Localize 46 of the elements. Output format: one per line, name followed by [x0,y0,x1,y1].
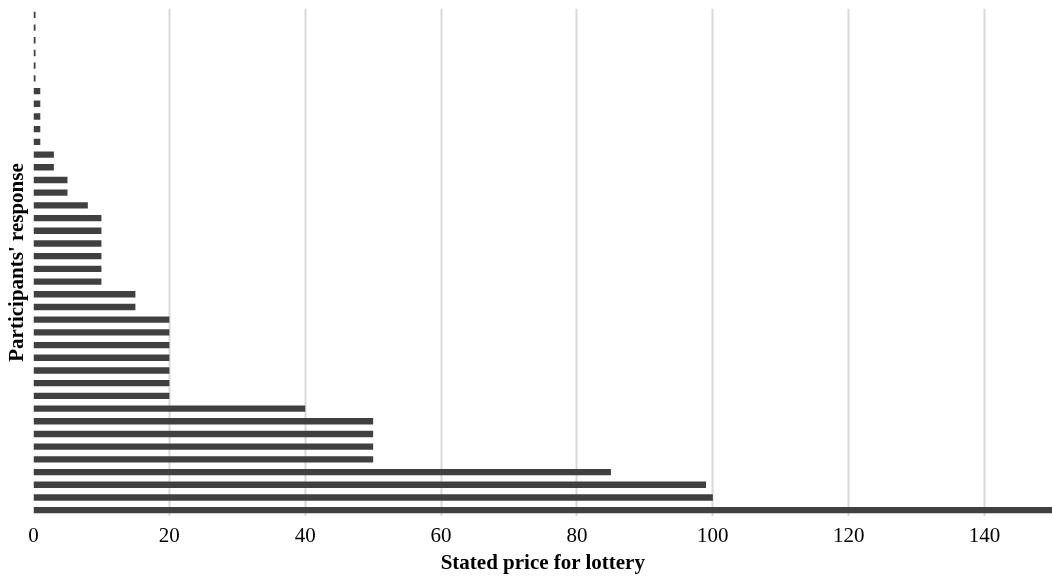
bar [33,240,102,247]
bar [33,443,374,450]
bar [33,506,1052,514]
bar [33,176,68,184]
bar [33,468,611,476]
x-tick-label: 40 [294,522,316,547]
bar [33,430,374,438]
bar [33,265,102,273]
x-tick-label: 80 [566,522,588,547]
bar [33,49,36,57]
bar [33,329,170,336]
bar [33,494,713,501]
bar [33,189,68,196]
x-tick-label: 60 [430,522,452,547]
bar [33,481,707,488]
bar [33,316,170,323]
bar [33,405,306,412]
bar [33,202,88,209]
bar [33,367,170,374]
bar [33,303,136,311]
bar [33,227,102,234]
bar [33,151,54,158]
bar [33,354,170,361]
x-tick-label: 120 [832,522,865,547]
x-tick-label: 0 [28,522,39,547]
bar [33,164,54,171]
bar [33,379,170,387]
x-tick-label: 100 [697,522,729,547]
x-axis-title: Stated price for lottery [440,549,646,574]
bar [33,75,36,82]
bar [33,214,102,222]
bar [33,11,36,19]
y-axis-title: Participants' response [3,163,28,362]
bar [33,418,374,425]
bar [33,24,36,31]
bar [33,113,41,120]
x-tick-label: 140 [968,522,1001,547]
bar [33,278,102,285]
x-tick-label: 20 [158,522,180,547]
bar [33,456,374,463]
bar [33,291,136,298]
bar [33,341,170,349]
bar [33,62,36,69]
bar [33,37,36,44]
bar [33,392,170,400]
bar [33,252,102,260]
